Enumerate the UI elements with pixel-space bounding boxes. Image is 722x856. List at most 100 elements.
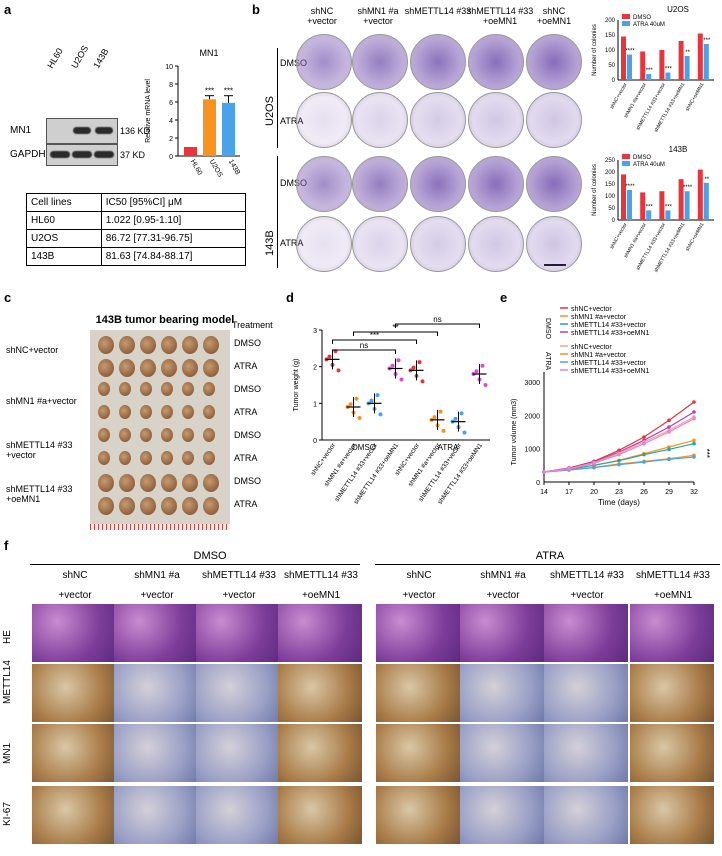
bar xyxy=(621,174,626,220)
y-tick-label: 0 xyxy=(536,480,540,487)
colony-dish xyxy=(296,92,352,148)
bar xyxy=(621,36,626,80)
group-label: DMSO xyxy=(352,443,376,452)
y-tick-label: 0 xyxy=(169,154,173,161)
row-group-label: 143B xyxy=(264,230,276,256)
tumor xyxy=(98,359,114,377)
tumor xyxy=(119,382,131,396)
ihc-tile xyxy=(32,786,116,844)
data-point xyxy=(642,441,646,446)
ihc-tile xyxy=(630,664,714,722)
group-label: shMETTL14 #33 +oeMN1 xyxy=(6,484,73,504)
tumor xyxy=(140,451,152,465)
sig-label: *** xyxy=(224,87,233,96)
tumor xyxy=(140,336,156,354)
column-label: +vector xyxy=(486,590,520,601)
data-point xyxy=(411,365,416,370)
tumor xyxy=(203,336,219,354)
tumor xyxy=(140,497,156,515)
data-point xyxy=(417,360,422,365)
ihc-tile xyxy=(114,604,198,662)
column-label: shMETTL14 #33 xyxy=(550,570,624,581)
data-point xyxy=(396,358,401,363)
column-label: shMETTL14 #33 xyxy=(404,6,472,16)
table-header: IC50 [95%CI] μM xyxy=(100,193,247,212)
sig-label: *** xyxy=(665,204,673,210)
legend-swatch xyxy=(622,154,630,159)
ihc-tile xyxy=(196,786,280,844)
tumor xyxy=(182,382,194,396)
tumor xyxy=(182,428,194,442)
data-point xyxy=(592,461,596,466)
ihc-tile xyxy=(376,604,460,662)
column-label: +vector xyxy=(570,590,604,601)
ihc-tile xyxy=(278,664,362,722)
column-label: shNC xyxy=(406,570,432,581)
panel-label-f: f xyxy=(4,538,9,553)
sig-label: **** xyxy=(625,49,635,55)
mn1-mrna-bar-chart: MN1 0 2 4 6 8 10 HL60 *** U2OS *** 143B Relative mRN… xyxy=(145,48,241,179)
blot-kd: 136 KD xyxy=(120,126,151,136)
colony-dish xyxy=(468,92,524,148)
tumor xyxy=(119,451,131,465)
table-cell: HL60 xyxy=(26,211,102,230)
bar xyxy=(678,41,684,80)
tumor xyxy=(98,451,110,465)
data-point xyxy=(453,416,458,421)
tumor-model-title: 143B tumor bearing model xyxy=(95,314,235,326)
column-label: shMETTL14 #33 +oeMN1 xyxy=(466,6,534,26)
tumor xyxy=(140,405,152,419)
y-tick-label: 50 xyxy=(608,63,615,69)
blot-kd: 37 KD xyxy=(120,150,146,160)
bar xyxy=(640,192,646,220)
x-tick-label: shNC+oeMN1 xyxy=(685,222,706,253)
ihc-tile xyxy=(114,786,198,844)
row-group-label: U2OS xyxy=(264,96,276,126)
colony-dish xyxy=(468,216,524,272)
tumor xyxy=(98,428,110,442)
ihc-tile xyxy=(376,724,460,782)
bar xyxy=(659,50,665,80)
y-tick-label: 200 xyxy=(605,18,616,24)
data-point xyxy=(692,400,696,404)
bar xyxy=(678,179,684,220)
treatment-label: DMSO xyxy=(234,430,261,440)
group-label: ATRA xyxy=(438,443,459,452)
data-point xyxy=(327,354,332,359)
sig-label: *** xyxy=(702,449,711,458)
row-label: KI-67 xyxy=(2,802,13,826)
data-point xyxy=(378,412,383,417)
data-point xyxy=(348,402,353,407)
bar xyxy=(627,54,632,80)
y-axis-label: Tumor weight (g) xyxy=(293,359,300,412)
data-point xyxy=(369,398,374,403)
bar xyxy=(184,147,197,156)
tumor xyxy=(140,359,156,377)
legend-swatch xyxy=(622,21,630,26)
legend-label: shMN1 #a+vector xyxy=(571,352,627,359)
treatment-labels: DMSO ATRA DMSO ATRA DMSO ATRA DMSO ATRA xyxy=(232,330,272,530)
data-point xyxy=(617,458,621,463)
tumor xyxy=(182,497,198,515)
treatment-label: ATRA xyxy=(234,407,258,417)
data-point xyxy=(441,428,446,433)
data-point xyxy=(692,438,696,443)
column-label: +vector xyxy=(222,590,256,601)
data-point xyxy=(642,435,646,439)
column-label: +vector xyxy=(402,590,436,601)
bar xyxy=(684,191,690,220)
y-axis-label: Number of colonies xyxy=(592,164,598,216)
data-point xyxy=(642,452,646,457)
tumor xyxy=(98,497,114,515)
sig-label: ns xyxy=(433,315,441,324)
legend-label: shMETTL14 #33+vector xyxy=(571,322,647,329)
tumor xyxy=(98,474,114,492)
ihc-tile xyxy=(460,664,544,722)
ihc-tile xyxy=(376,664,460,722)
western-blot: HL60 U2OS 143B MN1 136 KD GAPDH 37 KD xyxy=(10,44,150,170)
y-tick-label: 1 xyxy=(313,401,317,408)
colony-dish xyxy=(352,216,408,272)
column-label: +oeMN1 xyxy=(653,590,693,601)
column-label: shMETTL14 #33 xyxy=(284,570,358,581)
tumor xyxy=(161,359,177,377)
